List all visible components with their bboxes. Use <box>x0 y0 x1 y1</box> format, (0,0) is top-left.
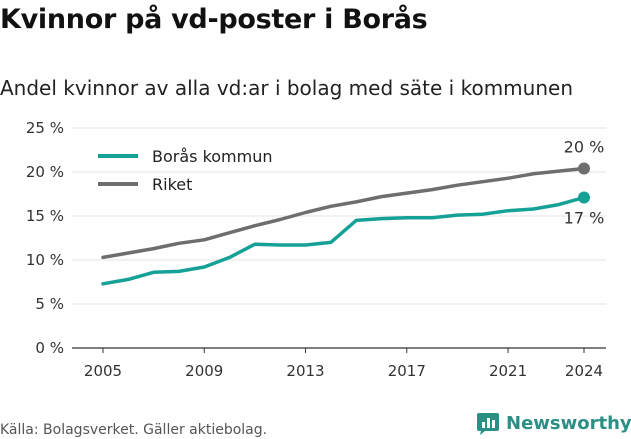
brand-name: Newsworthy <box>506 412 631 434</box>
x-tick-label: 2009 <box>185 362 223 380</box>
source-note: Källa: Bolagsverket. Gäller aktiebolag. <box>0 422 268 438</box>
x-tick-label: 2024 <box>565 362 603 380</box>
y-tick-label: 25 % <box>26 119 64 137</box>
end-point-bor-s-kommun <box>578 191 590 204</box>
y-tick-label: 20 % <box>26 163 64 181</box>
series-line-bor-s-kommun <box>101 195 586 286</box>
brand-logo: Newsworthy <box>476 410 631 436</box>
bar-chart-icon <box>477 413 499 435</box>
end-point-riket <box>578 162 590 175</box>
chart-subtitle: Andel kvinnor av alla vd:ar i bolag med … <box>0 76 573 100</box>
x-tick-label: 2013 <box>286 362 324 380</box>
chart-title: Kvinnor på vd-poster i Borås <box>0 4 428 35</box>
end-label-riket: 20 % <box>564 137 605 156</box>
y-tick-label: 0 % <box>35 339 64 357</box>
legend-label-bor-s-kommun: Borås kommun <box>152 147 273 166</box>
y-tick-label: 5 % <box>35 295 64 313</box>
end-label-boras: 17 % <box>564 209 605 228</box>
series-line-riket <box>101 166 586 260</box>
x-tick-label: 2005 <box>84 362 122 380</box>
legend-label-riket: Riket <box>152 175 192 194</box>
x-tick-label: 2021 <box>489 362 527 380</box>
x-tick-label: 2017 <box>388 362 426 380</box>
y-tick-label: 10 % <box>26 251 64 269</box>
y-tick-label: 15 % <box>26 207 64 225</box>
